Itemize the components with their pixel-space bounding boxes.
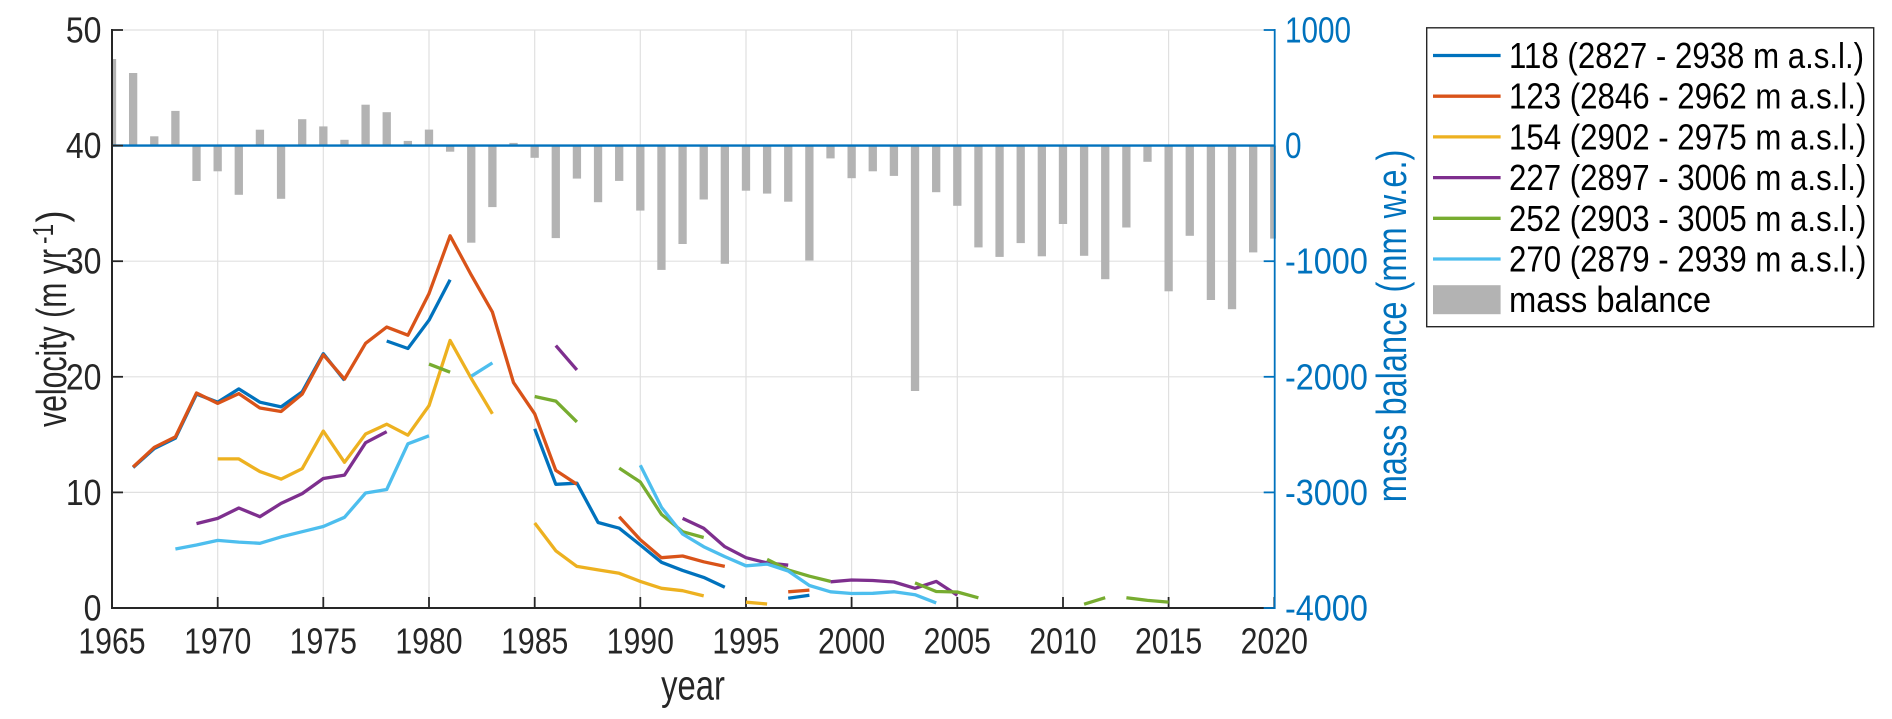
svg-text:-2000: -2000	[1285, 358, 1368, 398]
svg-text:mass balance (mm w.e.): mass balance (mm w.e.)	[1368, 150, 1415, 503]
svg-text:2020: 2020	[1241, 622, 1308, 662]
svg-text:2010: 2010	[1029, 622, 1096, 662]
svg-text:50: 50	[66, 11, 102, 51]
svg-text:270 (2879 - 2939 m a.s.l.): 270 (2879 - 2939 m a.s.l.)	[1509, 241, 1866, 281]
svg-text:10: 10	[66, 473, 102, 513]
svg-text:252 (2903 - 3005 m a.s.l.): 252 (2903 - 3005 m a.s.l.)	[1509, 200, 1866, 240]
svg-text:): )	[30, 210, 76, 222]
svg-text:118 (2827 - 2938 m a.s.l.): 118 (2827 - 2938 m a.s.l.)	[1509, 37, 1864, 77]
svg-text:mass balance: mass balance	[1509, 281, 1711, 321]
svg-text:-1: -1	[26, 224, 59, 244]
svg-text:2000: 2000	[818, 622, 885, 662]
svg-text:year: year	[661, 662, 725, 709]
svg-text:1000: 1000	[1285, 10, 1351, 50]
svg-text:1985: 1985	[501, 622, 568, 662]
svg-text:123 (2846 - 2962 m a.s.l.): 123 (2846 - 2962 m a.s.l.)	[1509, 78, 1866, 118]
svg-text:2015: 2015	[1135, 622, 1202, 662]
svg-text:-3000: -3000	[1285, 473, 1368, 513]
svg-text:30: 30	[66, 242, 102, 282]
svg-text:40: 40	[66, 126, 102, 166]
svg-text:227 (2897 - 3006 m a.s.l.): 227 (2897 - 3006 m a.s.l.)	[1509, 159, 1866, 199]
svg-text:velocity (m yr: velocity (m yr	[28, 249, 75, 427]
svg-text:154 (2902 - 2975 m a.s.l.): 154 (2902 - 2975 m a.s.l.)	[1509, 118, 1866, 158]
svg-text:1995: 1995	[712, 622, 779, 662]
svg-text:-1000: -1000	[1285, 242, 1368, 282]
svg-text:1975: 1975	[290, 622, 357, 662]
svg-text:2005: 2005	[924, 622, 991, 662]
svg-text:-4000: -4000	[1285, 589, 1368, 629]
svg-text:0: 0	[1285, 125, 1302, 165]
svg-text:1990: 1990	[607, 622, 674, 662]
svg-text:20: 20	[66, 358, 102, 398]
svg-text:1980: 1980	[395, 622, 462, 662]
svg-text:1970: 1970	[184, 622, 251, 662]
svg-text:1965: 1965	[78, 622, 145, 662]
svg-text:0: 0	[84, 589, 102, 629]
